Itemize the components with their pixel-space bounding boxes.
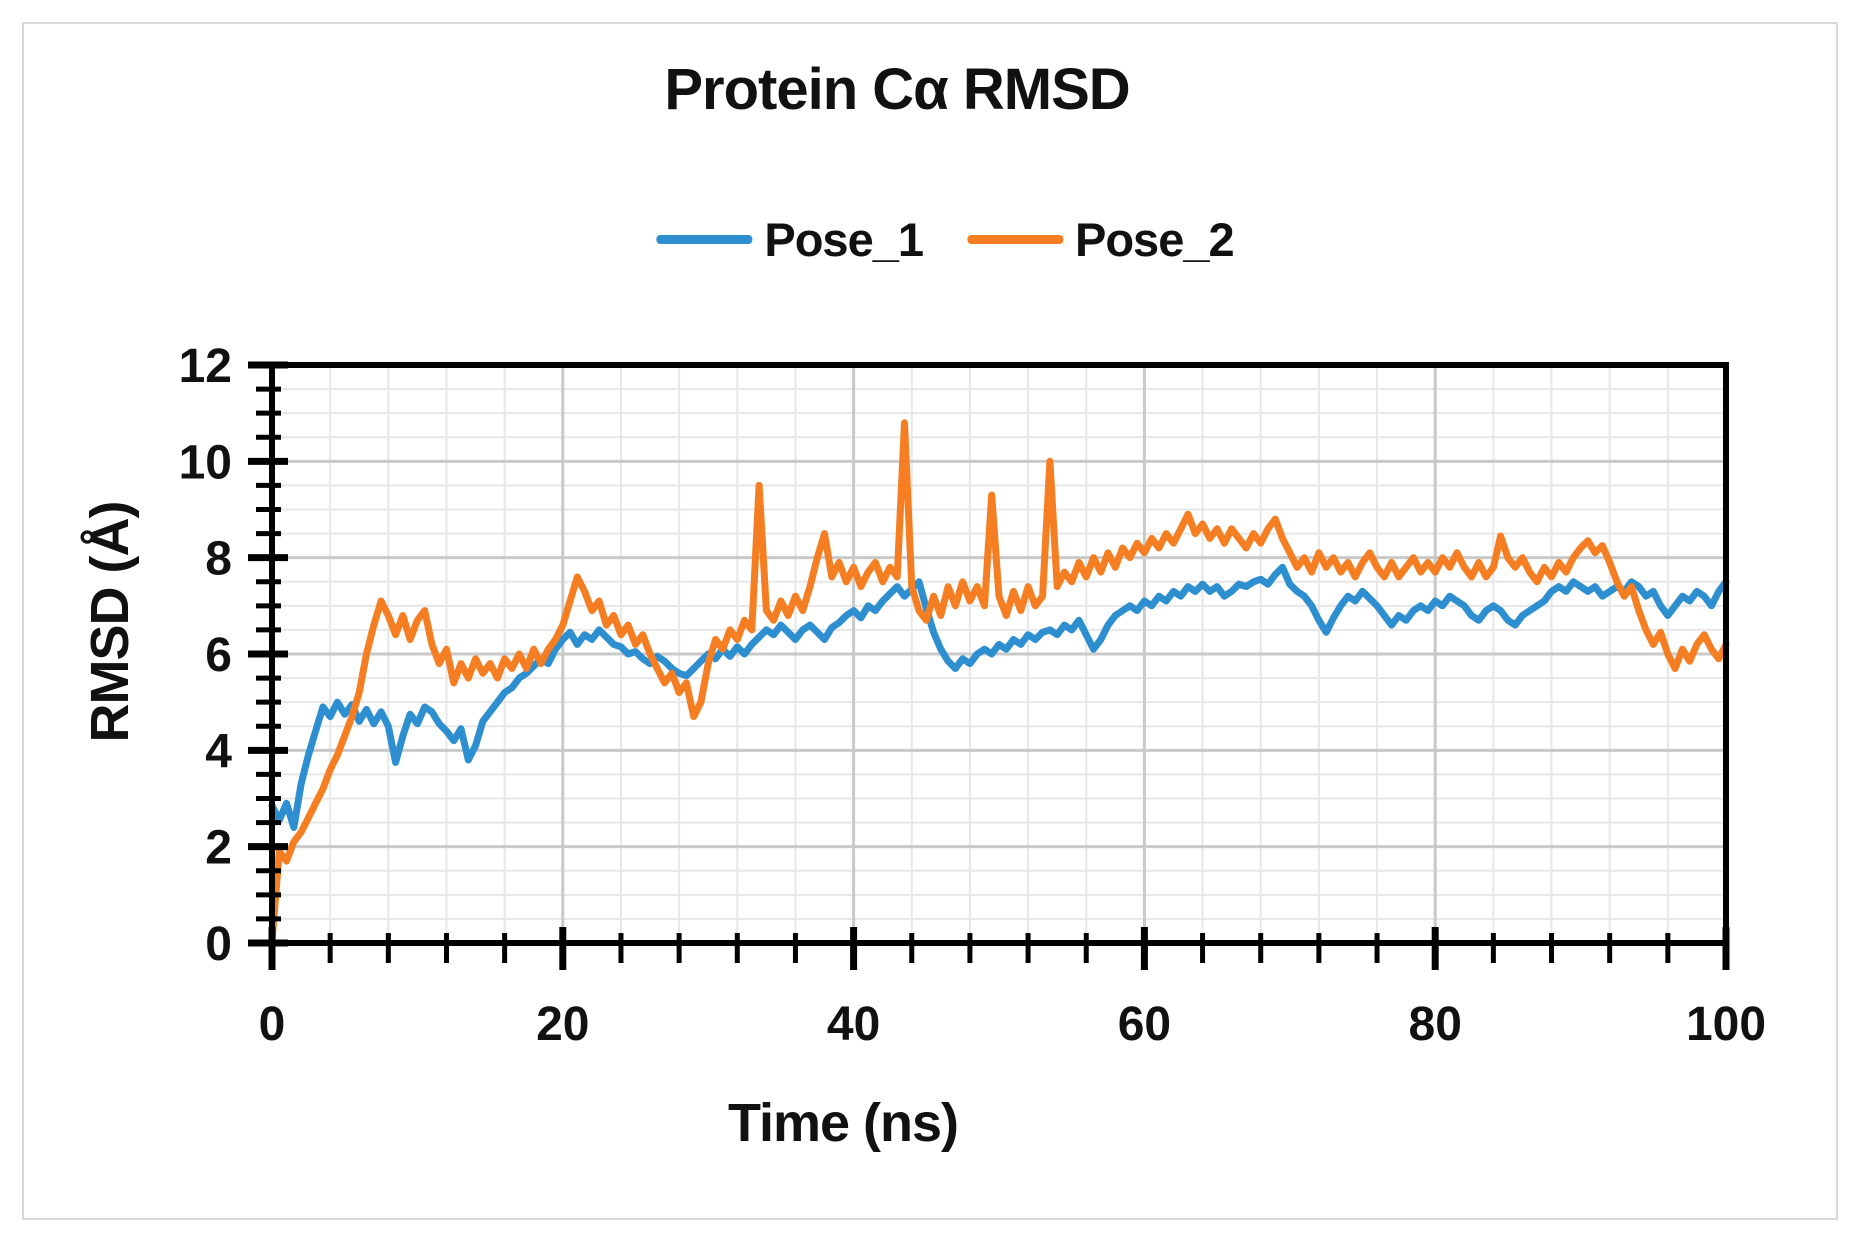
pose-2-line[interactable]	[268, 419, 1730, 945]
legend: Pose_1 Pose_2	[656, 212, 1235, 267]
x-tick-label: 40	[827, 998, 880, 1051]
y-tick-label: 12	[179, 340, 232, 393]
x-tick-label: 20	[536, 998, 589, 1051]
pose-1-line-swatch	[656, 235, 753, 244]
y-tick-label: 10	[179, 436, 232, 489]
legend-item-pose-1[interactable]: Pose_1	[656, 212, 924, 267]
pose-2-line-swatch	[967, 235, 1063, 244]
x-tick-label: 60	[1118, 998, 1171, 1051]
pose-1-line[interactable]	[268, 563, 1730, 831]
legend-item-pose-2[interactable]: Pose_2	[967, 212, 1235, 267]
x-tick-label: 100	[1686, 998, 1766, 1051]
legend-label-pose-2: Pose_2	[1075, 213, 1235, 266]
x-axis-title: Time (ns)	[727, 1093, 959, 1153]
y-tick-label: 2	[205, 822, 232, 875]
x-tick-label: 0	[259, 998, 286, 1051]
legend-label-pose-1: Pose_1	[764, 213, 924, 266]
y-tick-label: 0	[205, 918, 232, 971]
y-tick-label: 4	[205, 725, 232, 778]
y-tick-label: 6	[205, 629, 232, 682]
x-tick-label: 80	[1409, 998, 1462, 1051]
chart-title: Protein Cα RMSD	[664, 57, 1130, 122]
y-tick-label: 8	[205, 533, 232, 586]
